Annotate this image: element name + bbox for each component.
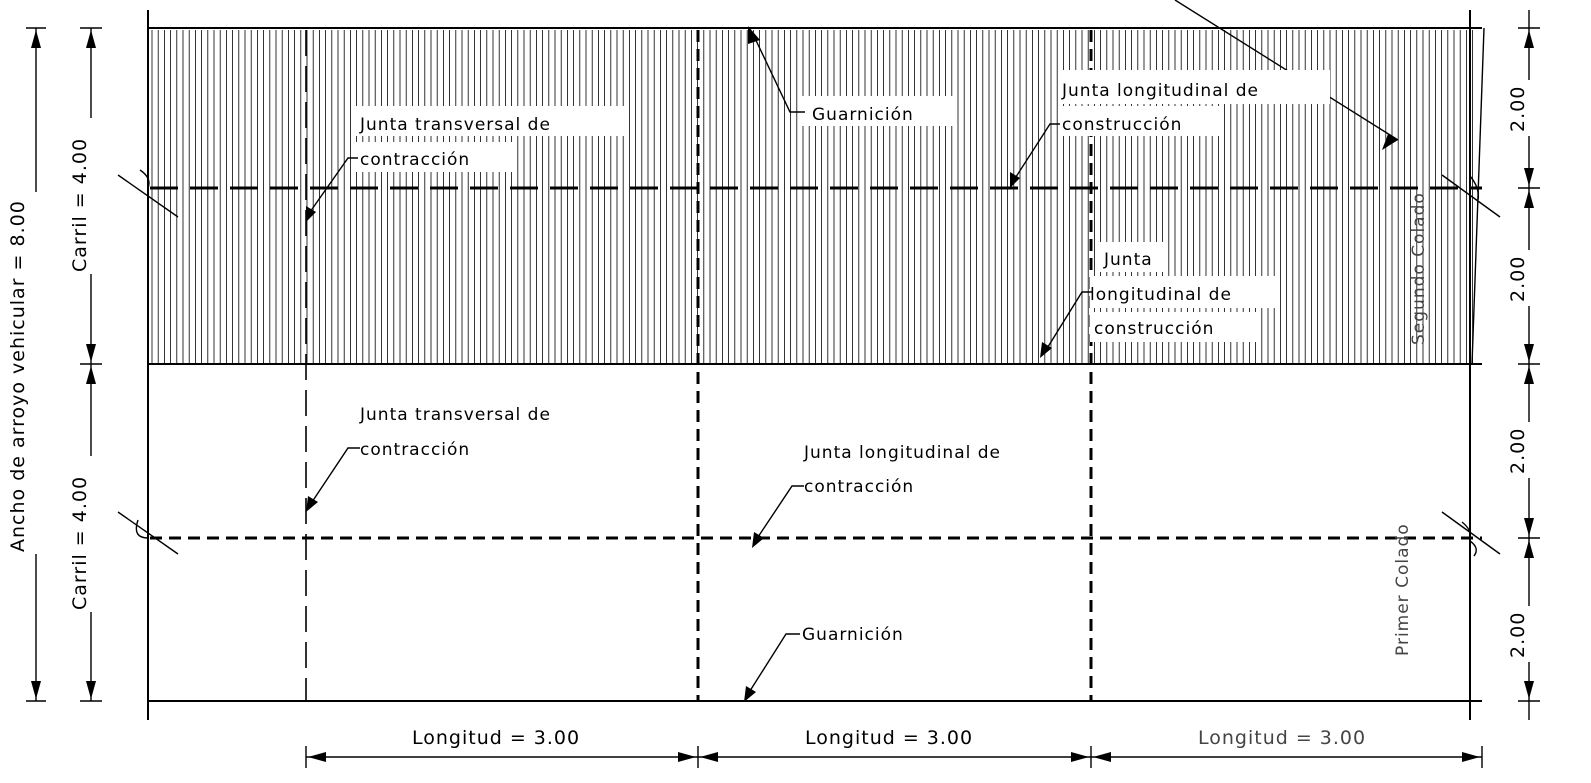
dim-2-00-b: 2.00 [1507,256,1529,302]
longitud-2-label: Longitud = 3.00 [805,727,973,749]
slab-outline [147,10,1485,720]
guarnicion-bottom-label: Guarnición [802,625,904,645]
primer-colado-label: Primer Colado [1393,523,1413,656]
dim-2-00-d: 2.00 [1507,612,1529,658]
left-dimension-arroyo: Ancho de arroyo vehicular = 8.00 [7,27,48,702]
junta-long-construccion-mid-line2: longitudinal de [1090,285,1232,305]
junta-transversal-bottom-line1: Junta transversal de [359,405,551,425]
junta-long-construccion-mid-line1: Junta [1103,250,1153,270]
left-dimension-carriles: Carril = 4.00 Carril = 4.00 [69,27,104,702]
junta-transversal-bottom-line2: contracción [360,440,470,460]
junta-long-contraccion-line1: Junta longitudinal de [803,443,1001,463]
right-dimensions: 2.00 2.00 2.00 2.00 [1507,10,1542,720]
dim-2-00-c: 2.00 [1507,428,1529,474]
break-symbols [117,169,1501,557]
segundo-colado-label: Segundo Colado [1409,192,1429,345]
carril-bottom-label: Carril = 4.00 [69,476,91,610]
arroyo-width-label: Ancho de arroyo vehicular = 8.00 [7,200,29,552]
dim-2-00-a: 2.00 [1507,86,1529,132]
junta-long-construccion-mid-line3: construcción [1094,319,1214,339]
longitud-3-label: Longitud = 3.00 [1198,727,1366,749]
junta-long-construccion-top-line2: construcción [1062,115,1182,135]
guarnicion-top-label: Guarnición [812,105,914,125]
carril-top-label: Carril = 4.00 [69,138,91,272]
junta-transversal-top-line2: contracción [360,150,470,170]
bottom-dimensions: Longitud = 3.00 Longitud = 3.00 Longitud… [305,727,1483,768]
longitud-1-label: Longitud = 3.00 [412,727,580,749]
junta-long-contraccion-line2: contracción [804,477,914,497]
joint-lines [150,30,1482,700]
junta-long-construccion-top-line1: Junta longitudinal de [1061,81,1259,101]
junta-transversal-top-line1: Junta transversal de [359,115,551,135]
